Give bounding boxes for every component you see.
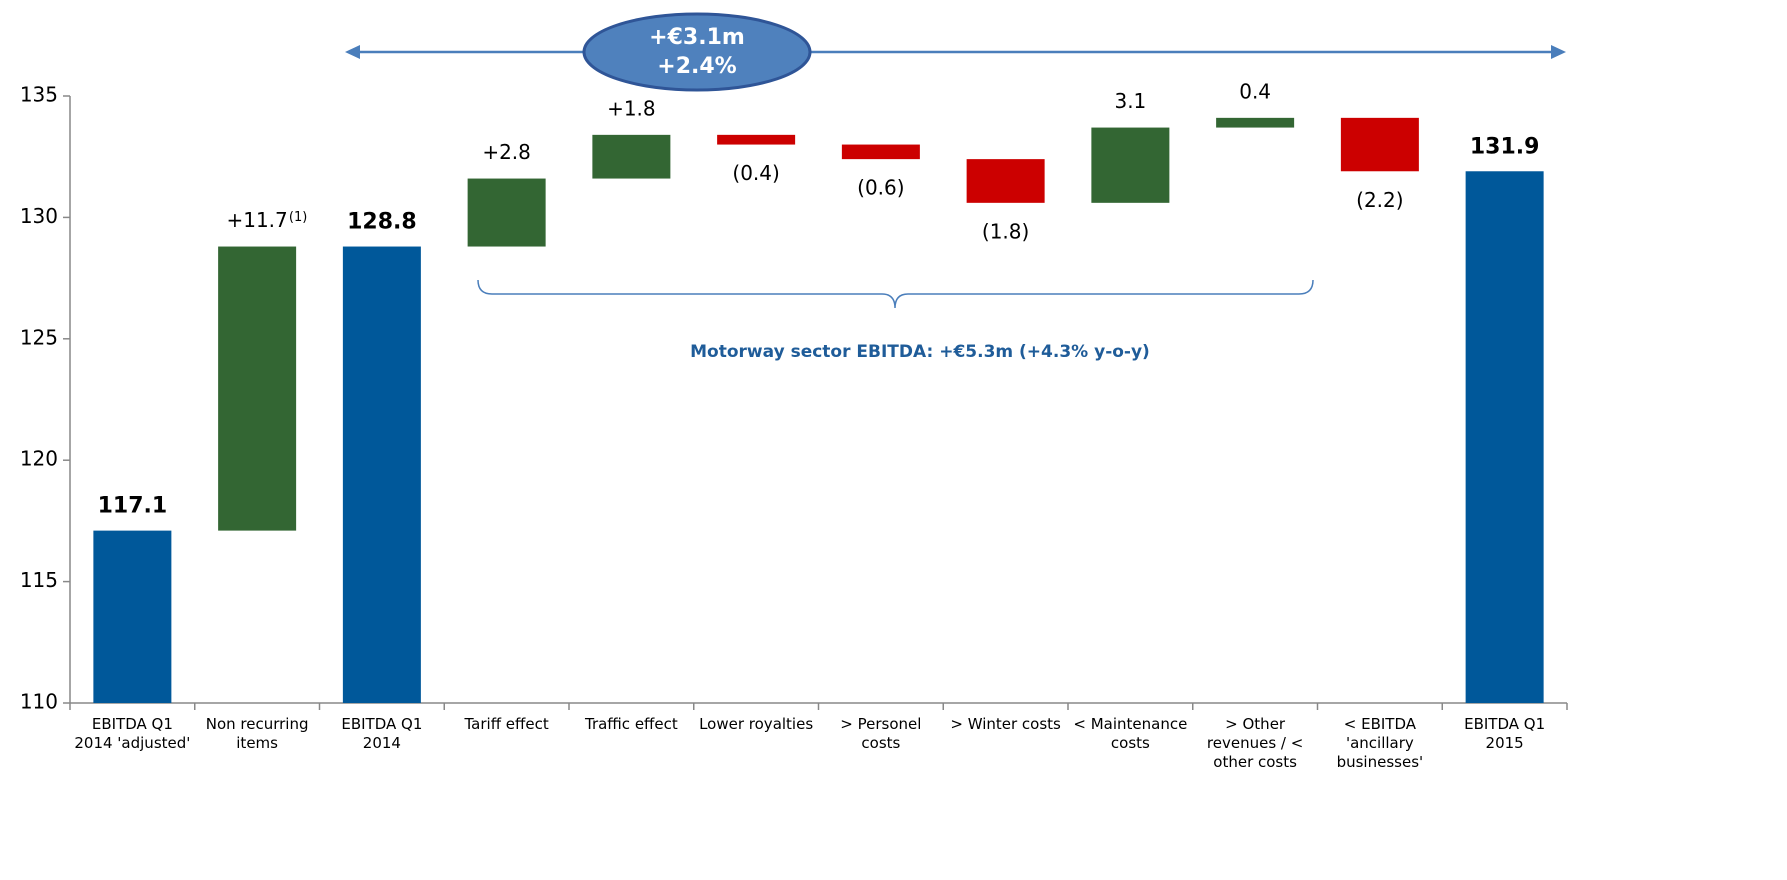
y-tick-label: 110 xyxy=(20,690,58,714)
y-tick-label: 125 xyxy=(20,325,58,349)
bubble-text: +2.4% xyxy=(657,54,736,79)
arrow-head xyxy=(345,45,360,59)
arrow-head xyxy=(1551,45,1566,59)
y-tick-label: 135 xyxy=(20,83,58,107)
value-label: 131.9 xyxy=(1470,134,1540,159)
x-tick-label: Traffic effect xyxy=(584,715,678,733)
x-tick-label: > Personel costs xyxy=(840,715,922,752)
x-tick-label: > Other revenues / < other costs xyxy=(1206,715,1304,771)
x-tick-label: < Maintenance costs xyxy=(1073,715,1188,752)
bar xyxy=(592,134,671,179)
bar xyxy=(93,530,172,703)
value-label: +1.8 xyxy=(607,96,656,120)
bar xyxy=(841,144,920,160)
brace xyxy=(477,279,1314,309)
x-tick-label: > Winter costs xyxy=(950,715,1061,733)
bar xyxy=(342,246,421,703)
footnote-marker: (1) xyxy=(289,210,307,225)
y-tick-label: 120 xyxy=(20,447,58,471)
y-tick-label: 115 xyxy=(20,568,58,592)
value-label: 0.4 xyxy=(1239,79,1271,103)
bar xyxy=(717,134,796,145)
bar xyxy=(1091,127,1170,203)
y-tick-label: 130 xyxy=(20,204,58,228)
brace-text: Motorway sector EBITDA: +€5.3m (+4.3% y-… xyxy=(690,342,1150,362)
value-label: 3.1 xyxy=(1114,89,1146,113)
value-label: (0.6) xyxy=(857,176,904,200)
bubble xyxy=(582,12,812,92)
value-label: +2.8 xyxy=(482,140,531,164)
x-tick-label: EBITDA Q1 2014 xyxy=(341,715,423,752)
bar xyxy=(467,178,546,247)
x-tick-label: Tariff effect xyxy=(464,715,549,733)
bubble-text: +€3.1m xyxy=(649,25,745,50)
bar xyxy=(218,246,297,531)
bar xyxy=(1340,117,1419,172)
value-label: (1.8) xyxy=(982,219,1029,243)
x-tick-label: Non recurring items xyxy=(205,715,309,752)
bar xyxy=(1216,117,1295,128)
value-label: +11.7 xyxy=(226,208,287,232)
x-tick-label: < EBITDA 'ancillary businesses' xyxy=(1336,715,1424,771)
x-tick-label: Lower royalties xyxy=(699,715,814,733)
bar xyxy=(966,159,1045,203)
x-tick-label: EBITDA Q1 2014 'adjusted' xyxy=(74,715,191,752)
bar xyxy=(1465,171,1544,703)
value-label: (2.2) xyxy=(1356,188,1403,212)
value-label: 128.8 xyxy=(347,210,417,235)
x-tick-label: EBITDA Q1 2015 xyxy=(1464,715,1546,752)
value-label: 117.1 xyxy=(98,494,168,519)
value-label: (0.4) xyxy=(732,161,779,185)
